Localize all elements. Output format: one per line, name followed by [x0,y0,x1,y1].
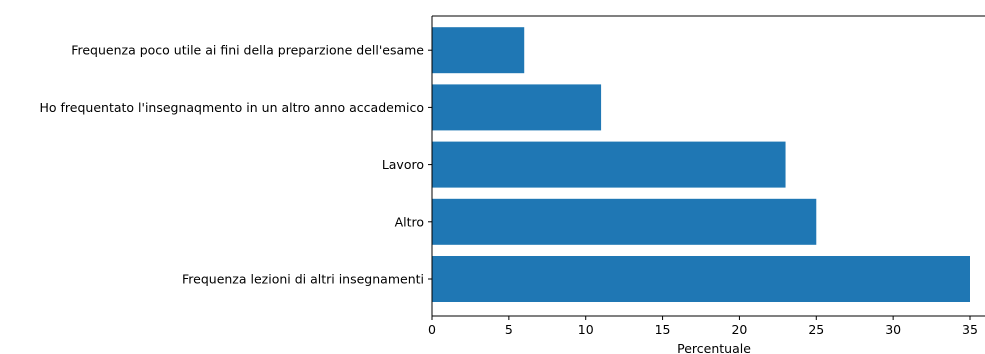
x-ticks: 0 5 10 15 20 25 30 35 [428,316,978,337]
x-tick-label: 10 [578,322,594,337]
bar [432,256,970,302]
bars-layer [432,27,970,302]
x-tick-label: 5 [505,322,513,337]
x-tick-label: 0 [428,322,436,337]
y-category-labels: Frequenza lezioni di altri insegnamenti A… [40,43,432,287]
x-tick-label: 30 [885,322,901,337]
bar [432,84,602,131]
y-tick-label: Lavoro [382,157,424,172]
x-tick-label: 15 [655,322,671,337]
x-tick-label: 25 [808,322,824,337]
bar [432,27,525,74]
bar [432,141,786,188]
y-tick-label: Frequenza lezioni di altri insegnamenti [182,272,424,287]
x-tick-label: 35 [962,322,978,337]
bar [432,198,817,245]
y-tick-label: Ho frequentato l'insegnaqmento in un alt… [40,100,425,115]
y-tick-label: Frequenza poco utile ai fini della prepa… [71,43,424,58]
x-axis-label: Percentuale [677,341,751,354]
y-tick-label: Altro [395,214,424,229]
x-tick-label: 20 [731,322,747,337]
